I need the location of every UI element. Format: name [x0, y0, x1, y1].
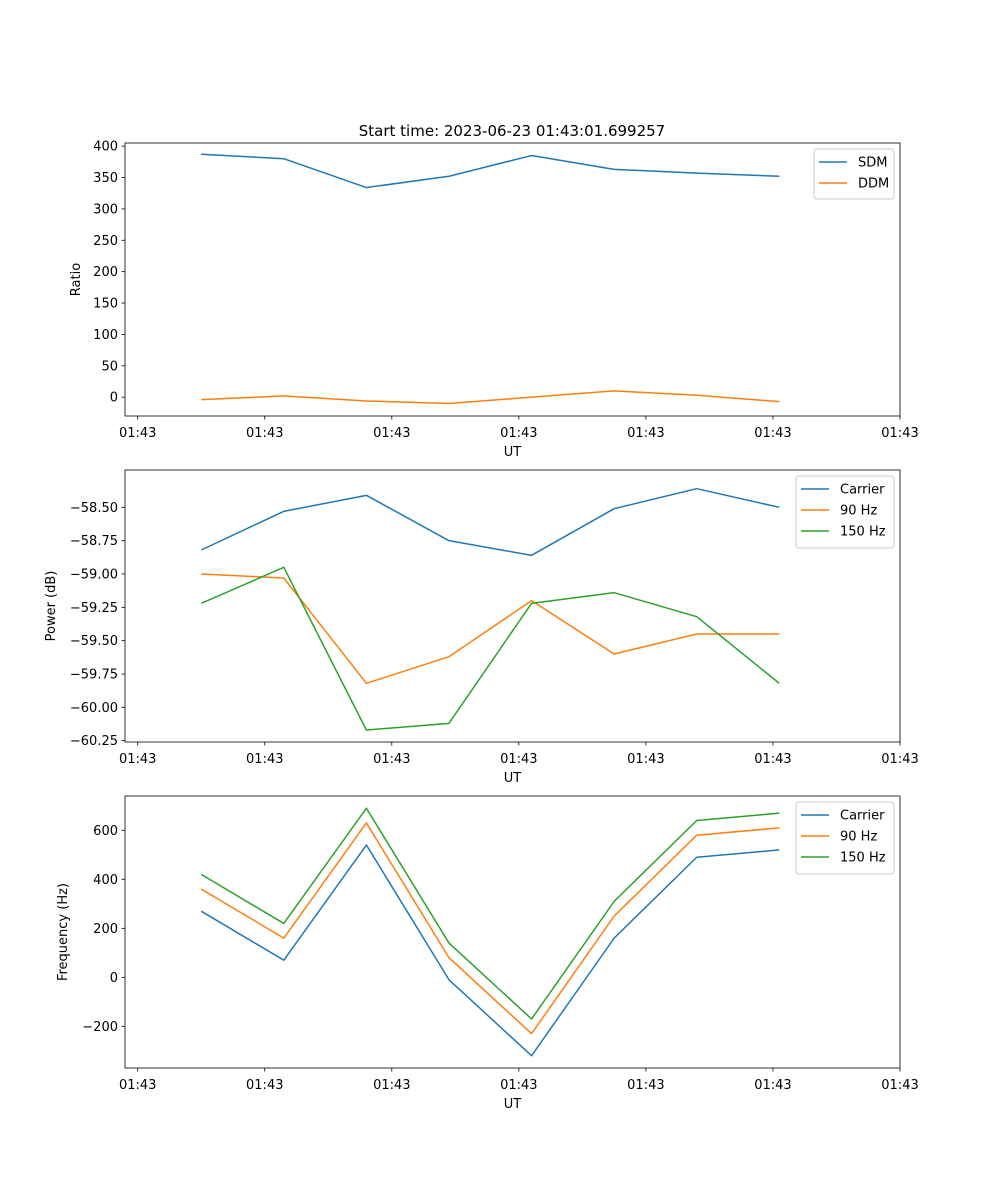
power-x-tick-label: 01:43 [373, 752, 410, 767]
power-x-tick-label: 01:43 [246, 752, 283, 767]
power-legend-label: 150 Hz [840, 525, 886, 540]
ratio-x-tick-label: 01:43 [373, 426, 410, 441]
frequency-legend-label: Carrier [840, 809, 885, 824]
power-x-tick-label: 01:43 [881, 752, 918, 767]
frequency-panel: 01:4301:4301:4301:4301:4301:4301:4301:44… [56, 795, 919, 1112]
power-y-tick-label: −58.50 [70, 501, 118, 516]
frequency-y-tick-label: 0 [110, 971, 118, 986]
frequency-axes-frame [124, 795, 901, 1069]
ratio-y-tick-label: 50 [101, 359, 118, 374]
power-x-tick-label: 01:43 [754, 752, 791, 767]
power-x-axis-label: UT [504, 771, 522, 786]
power-y-tick-label: −59.50 [70, 634, 118, 649]
power-y-axis-label: Power (dB) [44, 571, 59, 642]
ratio-y-tick-label: 250 [93, 234, 118, 249]
ratio-series-sdm-line [201, 153, 780, 189]
ratio-y-tick-label: 200 [93, 265, 118, 280]
ratio-x-tick-label: 01:43 [754, 426, 791, 441]
power-legend-label: Carrier [840, 483, 885, 498]
frequency-legend-label: 150 Hz [840, 851, 886, 866]
frequency-series-carrier-line [200, 844, 780, 1057]
power-y-tick-label: −59.25 [70, 601, 118, 616]
frequency-x-tick-label: 01:43 [373, 1078, 410, 1093]
power-x-tick-label: 01:43 [627, 752, 664, 767]
frequency-x-tick-label: 01:43 [500, 1078, 537, 1093]
frequency-legend-label: 90 Hz [840, 830, 877, 845]
ratio-y-tick-label: 400 [93, 140, 118, 155]
ratio-x-axis-label: UT [504, 445, 522, 460]
frequency-y-tick-label: 200 [93, 922, 118, 937]
power-x-tick-label: 01:43 [500, 752, 537, 767]
ratio-axes-frame [124, 142, 901, 417]
ratio-legend-label: SDM [858, 156, 887, 171]
ratio-x-tick-label: 01:43 [119, 426, 156, 441]
ratio-y-tick-label: 150 [93, 297, 118, 312]
frequency-x-tick-label: 01:43 [246, 1078, 283, 1093]
power-y-tick-label: −60.25 [70, 734, 118, 749]
frequency-y-tick-label: −200 [82, 1020, 118, 1035]
frequency-x-axis-label: UT [504, 1097, 522, 1112]
ratio-x-tick-label: 01:43 [500, 426, 537, 441]
frequency-x-tick-label: 01:43 [119, 1078, 156, 1093]
power-y-tick-label: −58.75 [70, 534, 118, 549]
ratio-y-tick-label: 100 [93, 328, 118, 343]
figure-title: Start time: 2023-06-23 01:43:01.699257 [359, 122, 665, 140]
power-legend: Carrier 90 Hz 150 Hz [795, 475, 895, 549]
power-legend-label: 90 Hz [840, 504, 877, 519]
ratio-x-tick-label: 01:43 [881, 426, 918, 441]
power-series-150-hz-line [200, 566, 780, 731]
ratio-legend-label: DDM [858, 177, 889, 192]
ratio-x-tick-label: 01:43 [246, 426, 283, 441]
frequency-x-tick-label: 01:43 [881, 1078, 918, 1093]
frequency-legend-box [795, 801, 895, 875]
ratio-y-tick-label: 300 [93, 202, 118, 217]
ratio-y-tick-label: 350 [93, 171, 118, 186]
ratio-legend: SDM DDM [813, 148, 895, 200]
frequency-y-tick-label: 600 [93, 824, 118, 839]
ratio-y-axis-label: Ratio [69, 263, 84, 296]
power-y-tick-label: −59.00 [70, 568, 118, 583]
frequency-x-tick-label: 01:43 [627, 1078, 664, 1093]
power-panel: 01:4301:4301:4301:4301:4301:4301:4301:44… [44, 469, 919, 786]
frequency-y-tick-label: 400 [93, 873, 118, 888]
ratio-y-tick-label: 0 [110, 391, 118, 406]
power-x-tick-label: 01:43 [119, 752, 156, 767]
power-y-tick-label: −59.75 [70, 668, 118, 683]
ratio-x-tick-label: 01:43 [627, 426, 664, 441]
power-axes-frame [124, 469, 901, 743]
frequency-series-90-hz-line [200, 822, 780, 1035]
ratio-series-ddm-line [201, 390, 780, 405]
frequency-legend: Carrier 90 Hz 150 Hz [795, 801, 895, 875]
ratio-panel: 01:4301:4301:4301:4301:4301:4301:4301:44… [69, 140, 919, 460]
frequency-x-tick-label: 01:43 [754, 1078, 791, 1093]
power-legend-box [795, 475, 895, 549]
power-y-tick-label: −60.00 [70, 701, 118, 716]
power-series-carrier-line [200, 487, 780, 557]
frequency-y-axis-label: Frequency (Hz) [56, 883, 71, 981]
frequency-series-150-hz-line [200, 807, 780, 1020]
